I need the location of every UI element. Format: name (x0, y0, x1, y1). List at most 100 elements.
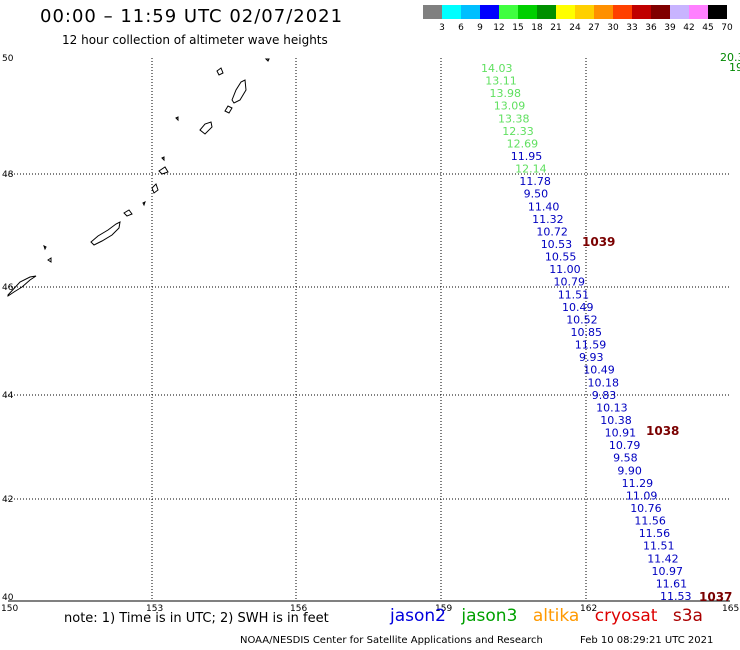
island-outline (199, 121, 213, 135)
lon-label: 162 (580, 604, 597, 614)
island-outline (90, 221, 121, 246)
wave-height-label: 10.13 (596, 401, 628, 414)
color-scale-label: 18 (531, 23, 543, 33)
island-outline (224, 105, 233, 114)
wave-height-labels: 14.0313.1113.9813.0913.3812.3312.6911.95… (481, 62, 692, 603)
color-swatch (575, 5, 594, 19)
color-scale-label: 45 (702, 23, 714, 33)
page-subtitle: 12 hour collection of altimeter wave hei… (62, 33, 328, 47)
edge-wave-labels: 20.3 19 (720, 51, 740, 74)
wave-height-label: 11.42 (647, 552, 679, 565)
color-swatch (499, 5, 518, 19)
wave-height-label: 11.56 (639, 527, 671, 540)
wave-height-label: 12.33 (502, 125, 534, 138)
color-scale-label: 21 (550, 23, 562, 33)
legend-cryosat: cryosat (594, 606, 658, 626)
lon-label: 150 (1, 604, 18, 614)
legend-s3a: s3a (672, 606, 703, 626)
wave-height-label: 11.56 (634, 515, 666, 528)
pressure-label: 1038 (646, 424, 679, 438)
wave-height-label: 10.97 (652, 565, 684, 578)
wave-height-label: 11.09 (626, 489, 658, 502)
wave-height-label: 11.61 (656, 577, 688, 590)
island-outline (142, 201, 146, 207)
color-swatch (442, 5, 461, 19)
wave-height-label: 10.91 (605, 427, 637, 440)
satellite-legend: jason2 jason3 altika cryosat s3a (390, 606, 713, 626)
footer-credit: NOAA/NESDIS Center for Satellite Applica… (240, 635, 543, 646)
wave-height-label: 9.90 (617, 464, 642, 477)
color-scale-label: 39 (664, 23, 676, 33)
wave-height-label: 11.51 (558, 288, 590, 301)
pressure-labels: 1039 1038 1037 (582, 235, 732, 604)
color-swatch (708, 5, 727, 19)
lon-label: 165 (722, 604, 739, 614)
wave-height-label: 13.38 (498, 112, 530, 125)
legend-altika: altika (532, 606, 580, 626)
wave-height-label: 10.85 (571, 326, 603, 339)
page-title: 00:00 – 11:59 UTC 02/07/2021 (40, 6, 344, 27)
island-outline (175, 116, 179, 122)
lat-label: 46 (2, 283, 14, 293)
color-swatch (518, 5, 537, 19)
wave-height-label: 12.69 (507, 137, 538, 150)
coastline (7, 58, 270, 297)
lon-labels: 150 153 156 159 162 165 (1, 604, 739, 614)
wave-height-label: 14.03 (481, 62, 513, 75)
color-scale-label: 36 (645, 23, 657, 33)
color-scale-label: 42 (683, 23, 695, 33)
lat-label: 40 (2, 593, 14, 603)
wave-height-label: 11.53 (660, 590, 692, 603)
wave-height-label: 10.53 (541, 238, 573, 251)
lat-label: 50 (2, 54, 14, 64)
island-outline (47, 257, 52, 263)
island-outline (7, 275, 37, 297)
color-scale-label: 6 (458, 23, 464, 33)
color-swatch (461, 5, 480, 19)
lat-labels: 50 48 46 44 42 40 (2, 54, 14, 603)
lat-label: 44 (2, 391, 14, 401)
footer-timestamp: Feb 10 08:29:21 UTC 2021 (580, 635, 714, 646)
wave-height-label: 9.83 (592, 389, 617, 402)
wave-height-label: 12.14 (515, 163, 547, 176)
legend-jason2: jason2 (390, 606, 446, 626)
wave-height-label: 11.59 (575, 339, 607, 352)
color-swatch (632, 5, 651, 19)
color-swatch (537, 5, 556, 19)
wave-height-label: 11.00 (549, 263, 581, 276)
wave-height-label: 9.93 (579, 351, 604, 364)
island-outline (216, 67, 224, 76)
color-scale-label: 70 (721, 23, 733, 33)
color-swatch (613, 5, 632, 19)
color-scale-label: 9 (477, 23, 483, 33)
wave-height-label: 10.76 (630, 502, 662, 515)
wave-height-label: 13.09 (494, 100, 526, 113)
island-outline (43, 245, 47, 251)
wave-height-label: 9.50 (524, 188, 549, 201)
color-scale-label: 27 (588, 23, 600, 33)
lon-label: 153 (146, 604, 163, 614)
wave-height-label: 10.79 (609, 439, 641, 452)
map-grid (8, 58, 730, 601)
color-swatch (689, 5, 708, 19)
color-swatch (651, 5, 670, 19)
pressure-label: 1037 (699, 590, 732, 604)
island-outline (151, 183, 159, 194)
wave-height-label: 10.72 (536, 225, 568, 238)
wave-height-label: 10.52 (566, 313, 598, 326)
color-scale-label: 3 (439, 23, 445, 33)
wave-height-label: 10.55 (545, 251, 577, 264)
color-swatch (480, 5, 499, 19)
lon-label: 156 (290, 604, 307, 614)
wave-height-label: 20.3 (720, 51, 740, 64)
wave-height-label: 10.18 (588, 376, 620, 389)
lat-label: 42 (2, 495, 13, 505)
wave-height-label: 11.78 (519, 175, 551, 188)
wave-height-label: 13.11 (485, 75, 517, 88)
wave-height-label: 11.40 (528, 200, 560, 213)
color-scale-label: 24 (569, 23, 581, 33)
wave-height-label: 10.49 (562, 301, 594, 314)
color-swatch (423, 5, 442, 19)
wave-height-label: 11.95 (511, 150, 543, 163)
